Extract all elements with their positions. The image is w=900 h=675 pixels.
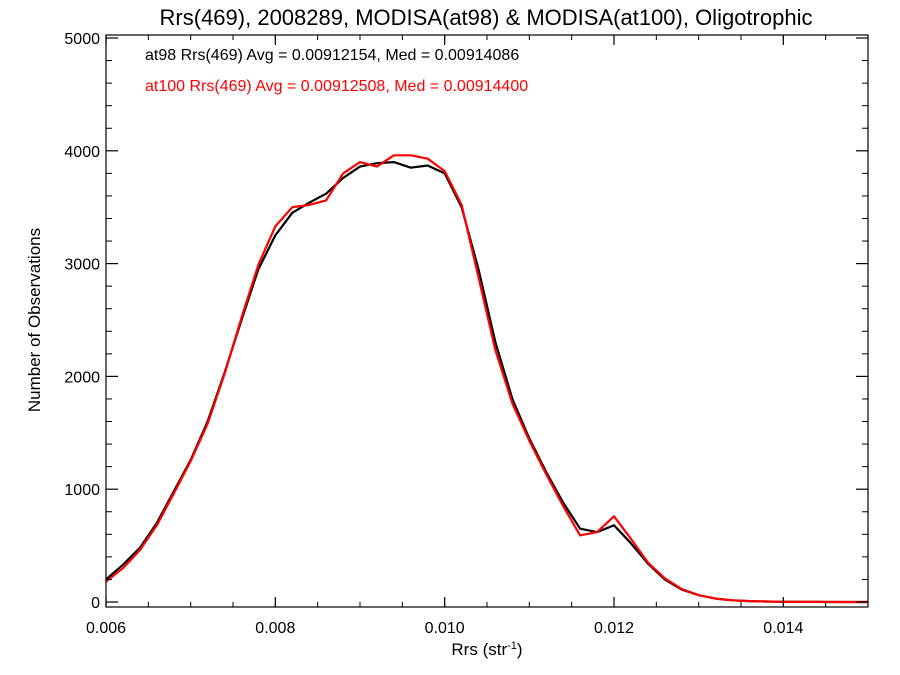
x-tick-label: 0.006 [86, 620, 126, 637]
annotation-at98: at98 Rrs(469) Avg = 0.00912154, Med = 0.… [145, 47, 519, 64]
series-layer [105, 154, 868, 604]
x-tick-label: 0.010 [425, 620, 465, 637]
y-tick-label: 3000 [64, 257, 100, 274]
plot-frame [105, 34, 869, 608]
x-axis-title-superscript: -1 [507, 640, 517, 652]
x-tick-label: 0.008 [255, 620, 295, 637]
y-tick-label: 0 [91, 595, 100, 612]
y-tick-label: 1000 [64, 482, 100, 499]
y-tick-label: 4000 [64, 144, 100, 161]
series-line-0 [105, 161, 868, 604]
chart-title: Rrs(469), 2008289, MODISA(at98) & MODISA… [160, 5, 813, 30]
annotation-at100: at100 Rrs(469) Avg = 0.00912508, Med = 0… [145, 78, 528, 95]
y-axis-title: Number of Observations [25, 228, 44, 412]
x-axis-title-close: ) [517, 640, 523, 659]
x-tick-label: 0.012 [594, 620, 634, 637]
x-tick-label: 0.014 [763, 620, 803, 637]
x-axis-title-main: Rrs (str [451, 640, 507, 659]
y-tick-label: 2000 [64, 369, 100, 386]
y-tick-label: 5000 [64, 31, 100, 48]
series-line-1 [105, 154, 868, 604]
axis-ticks: 0.006 0.008 0.010 0.012 0.014 0 1000 2000 3000 40… [64, 31, 869, 637]
x-axis-title: Rrs (str-1) [451, 640, 522, 659]
